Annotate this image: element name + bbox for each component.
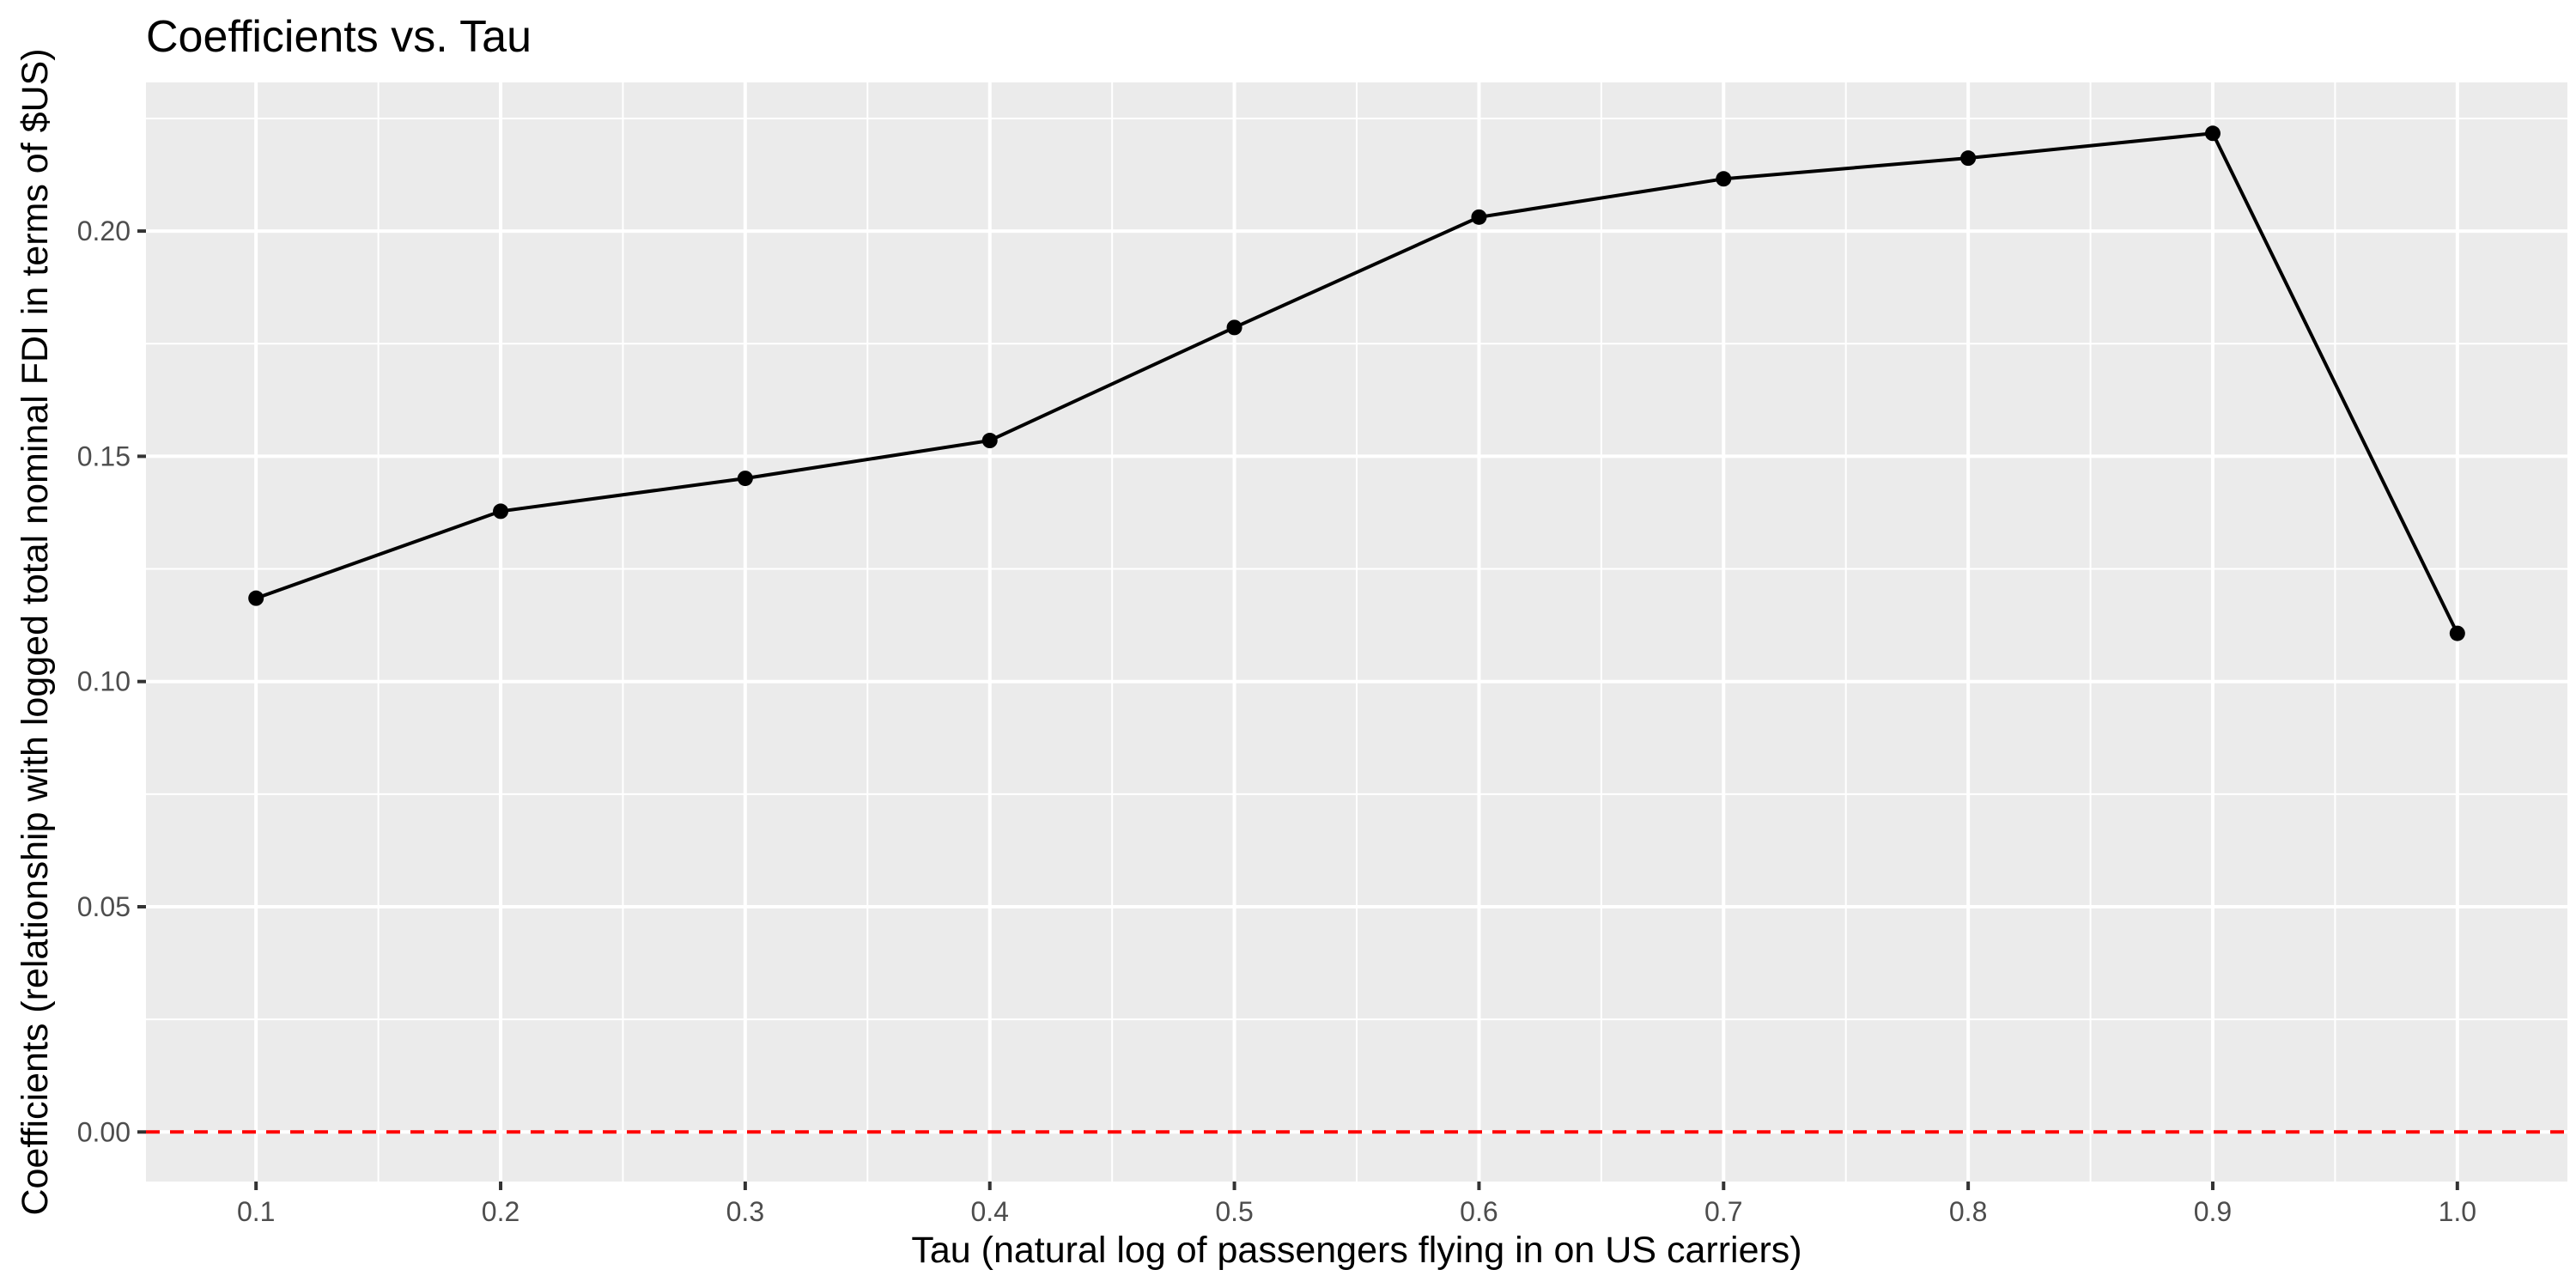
x-tick-label: 0.1 <box>237 1196 275 1227</box>
y-tick-label: 0.20 <box>77 216 131 246</box>
x-tick-label: 0.6 <box>1460 1196 1498 1227</box>
data-series <box>248 125 2465 641</box>
chart-title: Coefficients vs. Tau <box>146 12 532 62</box>
minor-gridlines <box>146 82 2567 1182</box>
y-axis-title: Coefficients (relationship with logged t… <box>15 48 56 1215</box>
series-line <box>255 131 2459 635</box>
x-tick-label: 0.2 <box>482 1196 519 1227</box>
y-axis-ticks: 0.00 0.05 0.10 0.15 0.20 <box>77 216 146 1147</box>
data-point <box>1960 150 1977 167</box>
y-tick-label: 0.05 <box>77 891 131 922</box>
x-tick-label: 0.9 <box>2194 1196 2232 1227</box>
data-point <box>1226 319 1242 336</box>
x-tick-label: 1.0 <box>2439 1196 2476 1227</box>
x-tick-label: 0.5 <box>1215 1196 1253 1227</box>
data-point <box>493 503 509 519</box>
x-tick-label: 0.7 <box>1704 1196 1742 1227</box>
x-tick-label: 0.8 <box>1949 1196 1987 1227</box>
data-point <box>1716 171 1732 187</box>
data-point <box>737 471 753 487</box>
data-point <box>981 433 998 449</box>
x-axis-title: Tau (natural log of passengers flying in… <box>911 1230 1801 1271</box>
y-tick-label: 0.15 <box>77 440 131 471</box>
y-tick-label: 0.10 <box>77 666 131 697</box>
major-gridlines <box>146 82 2567 1182</box>
x-tick-label: 0.3 <box>726 1196 764 1227</box>
data-point <box>2204 125 2221 142</box>
x-tick-label: 0.4 <box>970 1196 1008 1227</box>
data-point <box>248 590 264 606</box>
y-tick-label: 0.00 <box>77 1116 131 1147</box>
data-point <box>1471 209 1487 225</box>
data-point <box>2449 625 2465 641</box>
x-axis-ticks: 0.1 0.2 0.3 0.4 0.5 0.6 0.7 0.8 0.9 1.0 <box>237 1182 2476 1227</box>
